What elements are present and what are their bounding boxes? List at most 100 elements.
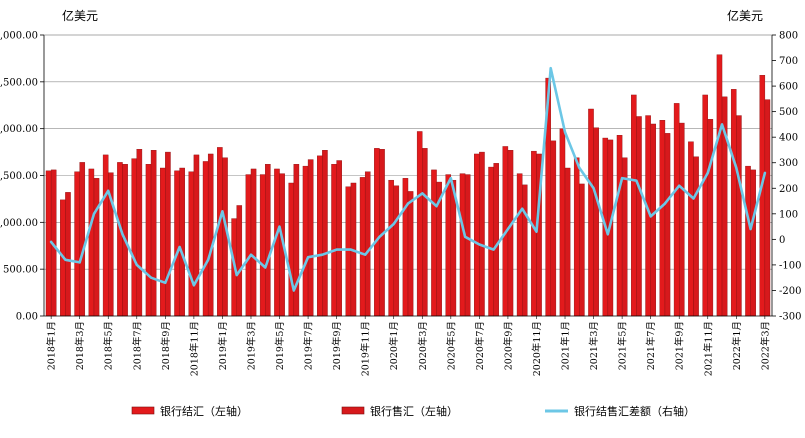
bar-purchase-29 xyxy=(464,174,471,317)
bar-settlement-15 xyxy=(259,174,266,317)
bar-purchase-25 xyxy=(407,191,414,317)
bar-settlement-20 xyxy=(331,164,337,317)
balance-series-line xyxy=(49,66,767,292)
bar-settlement-49 xyxy=(745,165,751,317)
bar-settlement-0 xyxy=(45,170,52,317)
x-tick-label-25: 2022年3月 xyxy=(759,321,771,370)
x-tick-label-12: 2020年1月 xyxy=(388,321,400,370)
x-tick-label-0: 2018年1月 xyxy=(46,321,58,370)
bar-settlement-11 xyxy=(202,161,209,317)
x-tick-label-9: 2019年7月 xyxy=(303,321,315,370)
bar-purchase-13 xyxy=(236,205,243,317)
bar-settlement-14 xyxy=(245,174,252,317)
legend-swatch-sales-settlement xyxy=(131,406,155,415)
bar-settlement-17 xyxy=(288,182,295,317)
bar-settlement-2 xyxy=(74,171,80,317)
bar-purchase-17 xyxy=(293,164,300,317)
x-tick-label-5: 2018年11月 xyxy=(188,321,200,376)
right-tick-label-4: 100 xyxy=(779,209,798,220)
bar-purchase-43 xyxy=(664,133,671,317)
x-tick-label-17: 2020年11月 xyxy=(531,321,543,376)
bar-settlement-8 xyxy=(159,167,166,317)
right-tick-label-11: 800 xyxy=(779,31,798,42)
bar-purchase-35 xyxy=(550,140,557,317)
bar-purchase-18 xyxy=(307,159,314,317)
right-tick-label-3: 0 xyxy=(779,235,785,246)
bar-purchase-37 xyxy=(579,183,585,317)
bar-settlement-22 xyxy=(359,177,366,317)
x-tick-label-7: 2019年3月 xyxy=(245,321,257,370)
x-tick-label-4: 2018年9月 xyxy=(160,321,172,370)
bar-settlement-18 xyxy=(302,165,309,317)
bar-settlement-37 xyxy=(573,157,580,317)
x-tick-label-14: 2020年5月 xyxy=(445,321,457,370)
bar-purchase-48 xyxy=(736,115,742,317)
bars xyxy=(45,54,771,317)
x-tick-label-21: 2021年7月 xyxy=(645,321,657,370)
bar-settlement-44 xyxy=(673,103,680,317)
bar-settlement-4 xyxy=(102,154,109,317)
bar-settlement-27 xyxy=(431,169,437,317)
bar-purchase-9 xyxy=(179,167,185,317)
axes: 亿美元 亿美元 0.00 500.00 1,000.00 1,500.00 2,000.… xyxy=(0,8,801,376)
bar-purchase-33 xyxy=(521,184,528,317)
bar-purchase-50 xyxy=(764,99,771,317)
bar-settlement-5 xyxy=(117,162,123,317)
bar-settlement-21 xyxy=(345,186,352,317)
right-tick-label-2: -100 xyxy=(779,260,801,271)
bar-settlement-47 xyxy=(716,54,723,317)
right-tick-label-7: 400 xyxy=(779,133,798,144)
bar-settlement-6 xyxy=(131,158,137,317)
right-tick-label-10: 700 xyxy=(779,56,798,67)
right-tick-label-9: 600 xyxy=(779,82,798,93)
bar-purchase-15 xyxy=(265,164,271,317)
bar-purchase-8 xyxy=(165,151,171,317)
right-tick-label-8: 500 xyxy=(779,107,798,118)
x-tick-label-2: 2018年5月 xyxy=(103,321,115,370)
left-tick-label-1: 500.00 xyxy=(3,265,38,276)
bar-purchase-20 xyxy=(336,160,342,317)
bar-settlement-50 xyxy=(759,75,766,317)
x-tick-label-1: 2018年3月 xyxy=(74,321,86,370)
legend: 银行结汇（左轴） 银行售汇（左轴） 银行结售汇差额（右轴） xyxy=(131,404,695,418)
bar-purchase-11 xyxy=(207,153,214,317)
x-tick-label-6: 2019年1月 xyxy=(217,321,229,370)
bar-purchase-38 xyxy=(593,127,599,317)
bar-settlement-29 xyxy=(459,173,466,317)
bar-settlement-45 xyxy=(688,141,694,317)
bar-settlement-25 xyxy=(402,178,409,317)
x-tick-label-16: 2020年9月 xyxy=(502,321,514,370)
bar-purchase-46 xyxy=(707,119,714,317)
bar-settlement-40 xyxy=(616,135,623,317)
bar-purchase-6 xyxy=(136,149,143,317)
balance-line xyxy=(49,66,767,292)
bar-purchase-14 xyxy=(250,168,257,317)
bar-purchase-3 xyxy=(93,178,100,317)
legend-label-sales-purchase: 银行售汇（左轴） xyxy=(370,404,458,418)
bar-settlement-28 xyxy=(445,174,452,317)
bar-settlement-19 xyxy=(317,155,323,317)
bar-settlement-38 xyxy=(588,108,594,317)
x-tick-label-15: 2020年7月 xyxy=(474,321,486,370)
left-tick-label-4: 2,000.00 xyxy=(0,124,38,135)
right-tick-label-1: -200 xyxy=(779,286,801,297)
legend-label-sales-settlement: 银行结汇（左轴） xyxy=(160,404,248,418)
bar-purchase-19 xyxy=(322,150,328,317)
bar-purchase-44 xyxy=(679,122,685,317)
bar-purchase-41 xyxy=(636,116,642,317)
bar-purchase-2 xyxy=(79,162,86,317)
bar-purchase-45 xyxy=(693,156,699,317)
left-tick-label-3: 1,500.00 xyxy=(0,171,38,182)
bar-settlement-7 xyxy=(145,164,152,317)
x-tick-label-3: 2018年7月 xyxy=(131,321,143,370)
left-tick-label-2: 1,000.00 xyxy=(0,218,38,229)
bar-settlement-34 xyxy=(531,150,537,317)
bar-settlement-46 xyxy=(702,94,708,317)
legend-swatch-sales-purchase xyxy=(341,406,365,415)
right-axis-unit: 亿美元 xyxy=(727,8,763,23)
left-tick-label-0: 0.00 xyxy=(16,312,38,323)
right-tick-label-6: 300 xyxy=(779,158,798,169)
bar-settlement-26 xyxy=(416,131,423,317)
